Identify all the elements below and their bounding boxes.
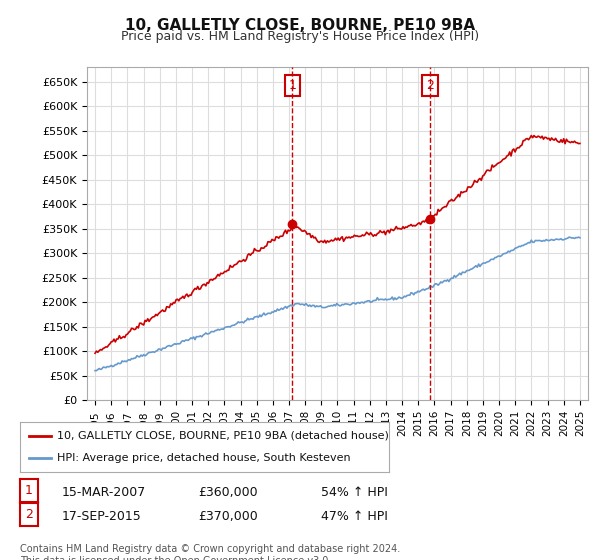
Text: 15-MAR-2007: 15-MAR-2007	[62, 486, 146, 500]
Text: 1: 1	[25, 484, 33, 497]
Text: Price paid vs. HM Land Registry's House Price Index (HPI): Price paid vs. HM Land Registry's House …	[121, 30, 479, 43]
Text: 54% ↑ HPI: 54% ↑ HPI	[321, 486, 388, 500]
Text: £370,000: £370,000	[198, 510, 258, 524]
Text: Contains HM Land Registry data © Crown copyright and database right 2024.
This d: Contains HM Land Registry data © Crown c…	[20, 544, 400, 560]
Text: 1: 1	[289, 79, 296, 92]
Text: 17-SEP-2015: 17-SEP-2015	[62, 510, 142, 524]
Text: HPI: Average price, detached house, South Kesteven: HPI: Average price, detached house, Sout…	[57, 453, 350, 463]
Text: 2: 2	[25, 508, 33, 521]
Text: £360,000: £360,000	[198, 486, 257, 500]
Text: 10, GALLETLY CLOSE, BOURNE, PE10 9BA: 10, GALLETLY CLOSE, BOURNE, PE10 9BA	[125, 18, 475, 33]
Text: 47% ↑ HPI: 47% ↑ HPI	[321, 510, 388, 524]
Text: 2: 2	[426, 79, 434, 92]
Text: 10, GALLETLY CLOSE, BOURNE, PE10 9BA (detached house): 10, GALLETLY CLOSE, BOURNE, PE10 9BA (de…	[57, 431, 389, 441]
